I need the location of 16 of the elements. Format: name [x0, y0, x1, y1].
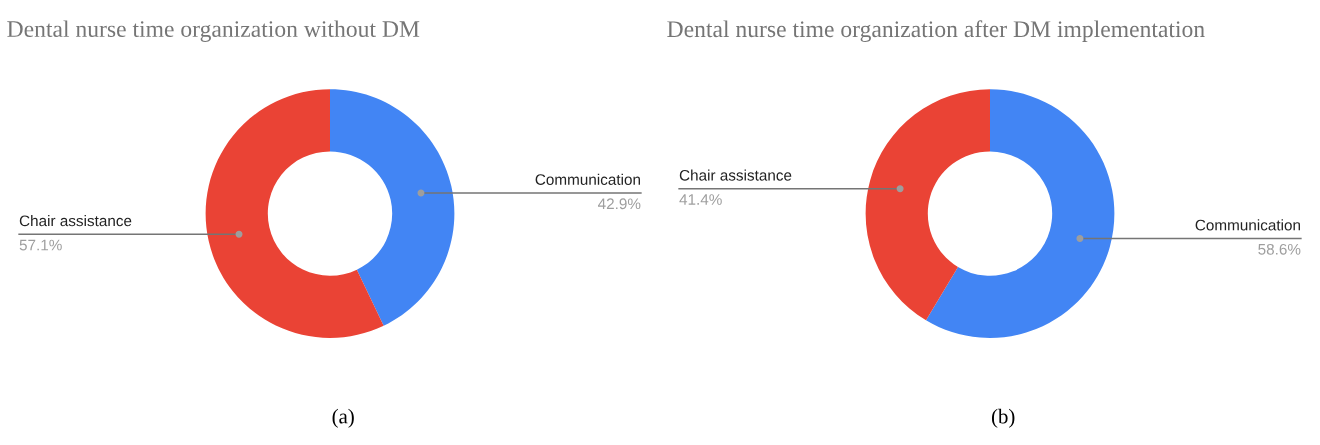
donut-slice	[205, 89, 384, 338]
text: (b)	[991, 408, 1015, 428]
chart-title: Dental nurse time organization after DM implementation	[667, 20, 1205, 43]
data-label: 57.1%	[19, 239, 62, 251]
donut-slice	[865, 89, 990, 321]
data-label: 42.9%	[598, 198, 641, 210]
chart-title: Dental nurse time organization without DM	[7, 20, 420, 42]
data-label: 58.6%	[1258, 243, 1301, 255]
text: (a)	[332, 408, 354, 428]
slice-label: Chair assistance	[679, 169, 792, 181]
data-label: 41.4%	[679, 194, 722, 205]
slice-label: Communication	[1195, 219, 1300, 231]
slice-label: Communication	[535, 173, 640, 185]
slice-label: Chair assistance	[19, 215, 132, 227]
donut-slice	[926, 89, 1115, 338]
donut-slice	[330, 89, 455, 326]
